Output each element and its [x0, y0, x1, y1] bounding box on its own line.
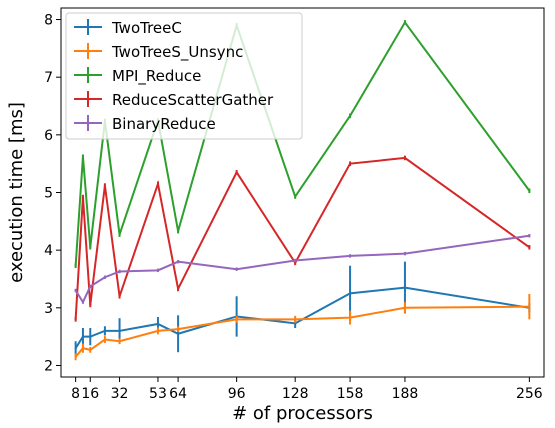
data-point [528, 234, 531, 237]
data-point [156, 329, 159, 332]
legend-entry: TwoTreeC [74, 19, 182, 37]
data-point [294, 195, 297, 198]
x-axis-label: # of processors [232, 403, 373, 424]
data-point [74, 347, 77, 350]
data-point [89, 335, 92, 338]
x-tick-label: 53 [149, 386, 167, 402]
series-BinaryReduce [74, 234, 531, 305]
y-tick-label: 4 [44, 243, 53, 259]
data-point [349, 162, 352, 165]
legend-label: ReduceScatterGather [112, 91, 274, 109]
data-point [118, 295, 121, 298]
data-point [89, 303, 92, 306]
legend-entry: BinaryReduce [74, 115, 216, 133]
x-tick-label: 64 [169, 386, 187, 402]
data-point [89, 348, 92, 351]
legend-entry: MPI_Reduce [74, 67, 201, 86]
data-point [81, 196, 84, 199]
legend-entry: ReduceScatterGather [74, 91, 274, 109]
y-tick-label: 2 [44, 358, 53, 374]
data-point [403, 306, 406, 309]
y-tick-label: 6 [44, 128, 53, 144]
data-point [294, 322, 297, 325]
data-point [294, 318, 297, 321]
data-point [156, 322, 159, 325]
x-tick-label: 128 [282, 386, 309, 402]
data-point [118, 340, 121, 343]
data-point [349, 292, 352, 295]
data-point [118, 233, 121, 236]
data-point [294, 261, 297, 264]
y-tick-label: 7 [44, 70, 53, 86]
x-tick-label: 16 [81, 386, 99, 402]
data-point [403, 21, 406, 24]
x-tick-label: 256 [516, 386, 543, 402]
legend-box [65, 12, 303, 140]
y-tick-label: 8 [44, 13, 53, 29]
data-point [81, 301, 84, 304]
data-point [177, 332, 180, 335]
data-point [103, 184, 106, 187]
data-point [118, 329, 121, 332]
series-line [74, 305, 530, 358]
series-layer [74, 20, 531, 361]
data-point [81, 347, 84, 350]
x-tick-label: 32 [111, 386, 129, 402]
legend-label: BinaryReduce [112, 115, 216, 133]
data-point [235, 268, 238, 271]
data-point [89, 285, 92, 288]
series-line [74, 234, 530, 305]
data-point [177, 287, 180, 290]
y-tick-label: 3 [44, 301, 53, 317]
series-TwoTreeS_Unsync [74, 293, 531, 361]
data-point [156, 269, 159, 272]
data-point [403, 252, 406, 255]
series-line [74, 20, 531, 266]
data-point [103, 329, 106, 332]
data-point [103, 338, 106, 341]
data-point [528, 246, 531, 249]
data-point [81, 335, 84, 338]
x-tick-label: 96 [228, 386, 246, 402]
legend: TwoTreeC TwoTreeS_Unsync MPI_Reduce ReduceS… [65, 12, 303, 140]
data-point [177, 328, 180, 331]
y-tick-label: 5 [44, 186, 53, 202]
data-point [235, 318, 238, 321]
data-point [74, 355, 77, 358]
x-tick-label: 8 [71, 386, 80, 402]
data-point [103, 276, 106, 279]
legend-entry: TwoTreeS_Unsync [74, 43, 243, 62]
data-point [118, 270, 121, 273]
data-point [156, 182, 159, 185]
data-point [294, 259, 297, 262]
data-point [235, 171, 238, 174]
legend-label: TwoTreeS_Unsync [111, 43, 243, 62]
data-point [177, 230, 180, 233]
series-line [74, 286, 530, 349]
data-point [403, 286, 406, 289]
data-point [81, 155, 84, 158]
x-tick-label: 158 [337, 386, 364, 402]
data-point [349, 254, 352, 257]
data-point [403, 156, 406, 159]
data-point [89, 246, 92, 249]
legend-label: TwoTreeC [111, 19, 182, 37]
data-point [349, 316, 352, 319]
data-point [349, 114, 352, 117]
data-point [74, 318, 77, 321]
series-MPI_Reduce [74, 20, 531, 269]
data-point [74, 289, 77, 292]
y-axis-label: execution time [ms] [6, 102, 27, 283]
data-point [528, 189, 531, 192]
x-tick-label: 188 [392, 386, 419, 402]
data-point [74, 264, 77, 267]
legend-label: MPI_Reduce [112, 67, 201, 86]
data-point [177, 260, 180, 263]
data-point [528, 305, 531, 308]
